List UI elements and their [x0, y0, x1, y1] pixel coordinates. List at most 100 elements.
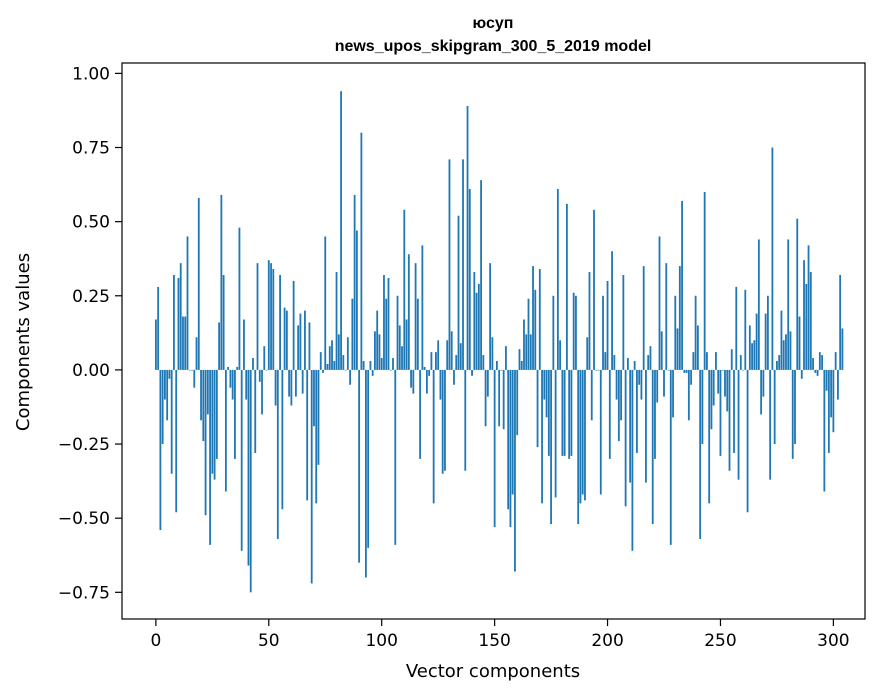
bar-27 — [215, 369, 218, 459]
bar-31 — [224, 369, 227, 492]
bar-3 — [161, 369, 164, 445]
bar-138 — [466, 106, 469, 370]
bar-205 — [617, 369, 620, 442]
bar-286 — [800, 369, 803, 379]
bar-78 — [331, 340, 333, 370]
bar-190 — [584, 369, 586, 501]
bar-51 — [270, 263, 272, 370]
bar-87 — [351, 298, 354, 370]
bar-147 — [486, 369, 489, 397]
bar-203 — [613, 355, 616, 370]
bar-92 — [362, 361, 365, 370]
bar-253 — [726, 369, 729, 412]
bar-136 — [462, 159, 464, 370]
bar-171 — [541, 369, 543, 504]
bar-218 — [647, 355, 650, 370]
x-tick-label: 150 — [478, 631, 510, 651]
bar-96 — [371, 369, 374, 376]
bar-113 — [410, 369, 412, 388]
bar-229 — [672, 369, 674, 418]
bar-18 — [195, 337, 198, 370]
bar-1 — [157, 286, 160, 370]
bar-303 — [839, 275, 842, 370]
bar-38 — [240, 369, 243, 551]
bar-221 — [654, 369, 656, 459]
bar-104 — [389, 369, 392, 371]
bar-61 — [292, 280, 295, 370]
bar-150 — [493, 369, 496, 528]
bar-290 — [809, 272, 812, 370]
bar-111 — [405, 319, 408, 370]
bar-72 — [317, 369, 320, 465]
bar-68 — [308, 322, 311, 370]
bar-181 — [563, 369, 566, 456]
bar-212 — [633, 361, 636, 370]
bar-85 — [346, 337, 349, 370]
plot-frame — [121, 62, 866, 620]
bar-169 — [536, 369, 539, 448]
bar-263 — [748, 325, 751, 370]
bar-298 — [827, 369, 830, 453]
bar-95 — [369, 361, 372, 370]
bar-142 — [475, 292, 478, 370]
bar-277 — [780, 310, 783, 370]
y-tick-label: −0.75 — [58, 583, 110, 603]
bar-220 — [651, 369, 654, 525]
bar-268 — [760, 369, 763, 415]
bar-25 — [211, 369, 214, 474]
bar-241 — [699, 369, 702, 539]
y-tick-label: 0.00 — [72, 361, 110, 381]
bar-270 — [764, 313, 767, 370]
bar-83 — [342, 355, 345, 370]
bar-258 — [737, 369, 740, 480]
bar-274 — [773, 369, 776, 445]
bar-166 — [529, 334, 532, 370]
bar-77 — [328, 346, 331, 370]
bar-213 — [636, 369, 638, 453]
bar-224 — [660, 331, 663, 370]
bar-43 — [252, 358, 254, 370]
bar-13 — [184, 316, 187, 370]
bar-93 — [365, 369, 367, 578]
bar-206 — [620, 369, 622, 421]
bar-125 — [437, 340, 440, 370]
bar-128 — [444, 369, 446, 471]
bar-20 — [200, 369, 202, 421]
y-tick-label: 0.75 — [72, 139, 110, 159]
bar-297 — [825, 369, 828, 391]
bar-80 — [335, 272, 338, 370]
bar-16 — [191, 369, 193, 371]
bar-200 — [606, 280, 609, 370]
bar-245 — [708, 369, 711, 504]
bar-19 — [197, 197, 200, 370]
bar-204 — [615, 369, 618, 400]
x-tick-label: 50 — [258, 631, 280, 651]
bar-158 — [511, 369, 514, 495]
y-tick-label: 0.25 — [72, 287, 110, 307]
bar-183 — [568, 369, 571, 459]
bar-149 — [491, 337, 494, 370]
bar-118 — [421, 245, 424, 370]
bar-57 — [283, 307, 286, 370]
bar-94 — [367, 369, 370, 548]
bar-299 — [830, 369, 833, 418]
bar-153 — [500, 369, 503, 371]
bar-247 — [712, 369, 715, 406]
chart-title-line2: news_upos_skipgram_300_5_2019 model — [335, 38, 652, 55]
bar-256 — [733, 369, 735, 453]
bar-194 — [593, 209, 595, 370]
bar-29 — [220, 194, 223, 370]
bar-108 — [398, 325, 401, 370]
bar-73 — [319, 352, 322, 370]
bar-132 — [453, 369, 455, 385]
bar-56 — [281, 369, 284, 510]
bar-69 — [310, 369, 313, 584]
bar-141 — [473, 272, 476, 370]
x-axis-ticks: 0 50 100 150 200 250 300 — [150, 619, 850, 651]
bar-257 — [735, 286, 738, 370]
bar-11 — [179, 263, 182, 370]
bar-282 — [791, 369, 794, 459]
bar-60 — [290, 369, 293, 406]
bar-98 — [376, 310, 379, 370]
bar-225 — [663, 369, 665, 397]
